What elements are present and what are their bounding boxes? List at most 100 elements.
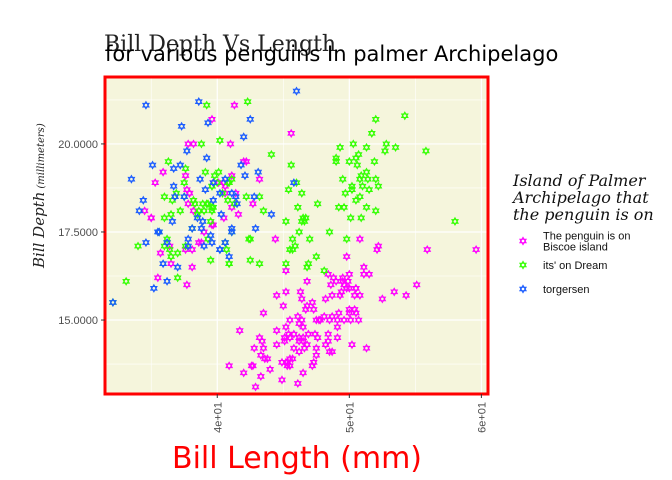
data-point-series-1: [355, 234, 364, 244]
data-point-series-2: [355, 192, 364, 202]
data-point-series-1: [189, 206, 198, 216]
data-point-series-3: [163, 276, 172, 286]
data-point-series-1: [359, 269, 368, 279]
data-point-series-1: [234, 209, 243, 219]
data-point-series-3: [135, 206, 144, 216]
data-point-series-3: [198, 216, 207, 227]
data-point-series-3: [246, 114, 255, 124]
data-point-series-2: [181, 163, 190, 174]
legend-key-marker: [519, 284, 527, 294]
data-point-series-1: [263, 354, 272, 364]
data-point-series-3: [197, 223, 206, 234]
data-point-series-2: [451, 216, 459, 227]
data-point-series-1: [296, 287, 305, 297]
data-point-series-3: [184, 234, 193, 244]
data-point-series-2: [255, 192, 264, 202]
data-point-series-2: [200, 206, 209, 216]
data-point-series-2: [204, 199, 212, 209]
data-point-series-2: [362, 202, 371, 212]
data-point-series-3: [193, 213, 202, 223]
data-point-series-1: [297, 315, 306, 325]
data-point-series-1: [295, 336, 304, 346]
data-point-series-2: [303, 262, 312, 272]
data-point-series-3: [163, 237, 172, 248]
data-point-series-1: [293, 378, 302, 389]
data-point-series-2: [353, 160, 362, 170]
data-point-series-2: [190, 199, 199, 209]
data-point-series-2: [214, 167, 223, 177]
data-point-series-2: [167, 252, 176, 262]
data-point-series-1: [239, 368, 248, 378]
data-point-series-1: [345, 269, 354, 279]
data-point-series-3: [215, 244, 224, 255]
data-point-series-1: [184, 139, 193, 149]
data-point-series-1: [281, 322, 290, 332]
data-point-series-2: [362, 167, 371, 177]
legend-entry: torgersen: [519, 284, 589, 296]
data-point-series-1: [151, 178, 160, 188]
data-point-series-1: [304, 329, 313, 339]
data-point-series-2: [347, 185, 356, 195]
data-point-series-1: [374, 241, 383, 251]
data-point-series-1: [272, 326, 281, 336]
x-tick-label: 4e+01: [212, 402, 224, 433]
data-point-series-1: [329, 273, 338, 283]
data-point-series-2: [362, 142, 371, 153]
data-point-series-2: [173, 248, 182, 258]
data-point-series-2: [206, 216, 215, 227]
legend-key-marker: [519, 236, 527, 246]
data-point-series-1: [266, 364, 275, 374]
data-point-series-2: [284, 185, 293, 195]
data-point-series-2: [206, 255, 215, 265]
data-point-series-3: [194, 97, 203, 107]
data-point-series-2: [320, 266, 329, 276]
data-point-series-1: [412, 280, 421, 290]
legend-title-line: Island of Palmer: [512, 171, 647, 190]
data-point-series-1: [225, 361, 234, 371]
data-point-series-3: [148, 160, 157, 170]
data-point-series-3: [225, 252, 234, 262]
data-point-series-3: [182, 146, 191, 156]
data-point-series-1: [324, 336, 333, 346]
data-point-series-1: [248, 199, 257, 209]
data-point-series-1: [362, 343, 371, 353]
data-point-series-2: [325, 227, 334, 237]
data-point-series-3: [239, 132, 248, 142]
data-point-series-1: [303, 276, 312, 286]
data-point-series-1: [334, 308, 343, 318]
data-point-series-1: [153, 273, 162, 283]
data-point-series-2: [346, 213, 355, 223]
data-point-series-3: [176, 160, 185, 170]
data-point-series-1: [342, 252, 351, 262]
data-point-series-1: [340, 315, 349, 325]
data-point-series-1: [308, 297, 317, 308]
data-point-series-3: [251, 223, 260, 234]
data-point-series-2: [305, 234, 314, 244]
data-point-series-2: [281, 259, 290, 269]
data-point-series-1: [390, 287, 399, 297]
data-point-series-1: [194, 237, 203, 248]
data-point-series-2: [164, 156, 173, 167]
data-point-series-1: [281, 266, 290, 276]
data-point-series-2: [227, 174, 236, 184]
data-point-series-2: [382, 139, 391, 149]
data-point-series-1: [303, 301, 312, 311]
data-point-series-3: [209, 195, 218, 205]
data-point-series-1: [207, 114, 216, 124]
data-point-series-2: [342, 234, 351, 244]
data-point-series-1: [255, 174, 264, 184]
data-point-series-2: [297, 216, 306, 227]
legend-label: torgersen: [543, 284, 589, 296]
data-point-series-2: [122, 276, 131, 286]
data-point-series-3: [221, 237, 230, 248]
data-point-series-3: [292, 86, 301, 96]
data-point-series-2: [222, 244, 231, 255]
data-point-series-3: [215, 188, 224, 198]
data-point-series-1: [303, 340, 312, 350]
data-point-series-1: [293, 311, 302, 322]
x-tick-label: 5e+01: [344, 402, 356, 433]
data-point-series-2: [210, 171, 219, 181]
data-point-series-1: [326, 280, 335, 290]
legend-label: The penguin is on: [543, 231, 630, 243]
data-point-series-2: [223, 195, 232, 205]
